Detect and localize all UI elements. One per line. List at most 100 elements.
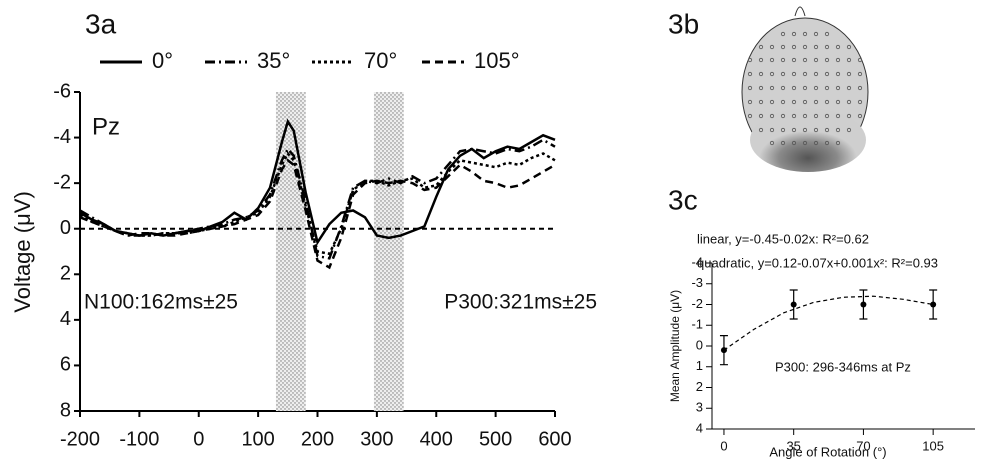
electrode <box>813 44 819 50</box>
x-tick-label: 0 <box>720 438 727 453</box>
y-tick-label: 1 <box>696 358 703 373</box>
x-tick-label: 200 <box>301 428 334 450</box>
electrode <box>857 99 863 105</box>
electrode <box>758 44 764 50</box>
electrode <box>835 127 841 133</box>
electrode <box>802 113 808 119</box>
mean-point <box>930 301 937 308</box>
electrode <box>780 85 786 91</box>
electrode <box>791 127 797 133</box>
electrode <box>857 113 863 119</box>
electrode <box>780 99 786 105</box>
electrode <box>758 99 764 105</box>
electrode <box>835 85 841 91</box>
mean-point <box>790 301 797 308</box>
electrode <box>846 127 852 133</box>
electrode <box>769 113 775 119</box>
panel-label: 3b <box>668 8 699 39</box>
electrode <box>747 71 753 77</box>
electrode <box>802 57 808 63</box>
y-tick-label: -1 <box>691 317 703 332</box>
electrode <box>824 113 830 119</box>
electrode <box>802 140 808 146</box>
electrode <box>813 127 819 133</box>
electrode <box>824 99 830 105</box>
electrode <box>813 57 819 63</box>
y-tick-label: -4 <box>53 126 71 148</box>
electrode <box>791 71 797 77</box>
electrode <box>813 85 819 91</box>
electrode <box>824 71 830 77</box>
voltage-line <box>79 158 556 270</box>
mean-point <box>860 301 867 308</box>
y-tick-label: 0 <box>696 337 703 352</box>
electrode <box>769 44 775 50</box>
electrode <box>791 31 797 37</box>
electrode <box>780 31 786 37</box>
x-tick-label: 600 <box>538 428 571 450</box>
electrode <box>846 113 852 119</box>
mean-point <box>720 347 727 354</box>
electrode <box>846 85 852 91</box>
electrode <box>813 71 819 77</box>
electrode <box>802 85 808 91</box>
annotation: quadratic, y=0.12-0.07x+0.001x²: R²=0.93 <box>697 255 938 270</box>
voltage-line <box>79 118 556 246</box>
x-tick-label: 300 <box>360 428 393 450</box>
legend-label: 70° <box>364 48 397 73</box>
y-tick-label: 4 <box>696 420 703 435</box>
y-tick-label: -4 <box>691 254 703 269</box>
electrode <box>769 85 775 91</box>
head-map: 3b <box>668 6 869 172</box>
electrode <box>802 99 808 105</box>
electrode <box>747 113 753 119</box>
x-tick-label: 100 <box>241 428 274 450</box>
electrode <box>835 71 841 77</box>
x-tick-label: 35 <box>786 438 800 453</box>
electrode <box>747 99 753 105</box>
electrode <box>780 113 786 119</box>
electrode <box>791 99 797 105</box>
electrode <box>758 71 764 77</box>
electrode <box>846 99 852 105</box>
electrode <box>791 44 797 50</box>
annotation: P300:321ms±25 <box>444 291 597 314</box>
electrode <box>835 140 841 146</box>
annotation: N100:162ms±25 <box>84 291 238 314</box>
electrode <box>835 44 841 50</box>
electrode <box>802 31 808 37</box>
x-tick-label: 500 <box>479 428 512 450</box>
y-tick-label: 0 <box>60 217 71 239</box>
electrode <box>835 57 841 63</box>
electrode <box>824 85 830 91</box>
y-tick-label: -3 <box>691 275 703 290</box>
x-tick-label: 0 <box>193 428 204 450</box>
electrode <box>769 140 775 146</box>
electrode <box>824 31 830 37</box>
annotation: Pz <box>92 113 120 140</box>
shaded-window <box>275 92 306 411</box>
electrode <box>846 57 852 63</box>
annotation: linear, y=-0.45-0.02x: R²=0.62 <box>697 231 869 246</box>
electrode <box>813 140 819 146</box>
x-tick-label: 400 <box>420 428 453 450</box>
electrode <box>758 113 764 119</box>
y-tick-label: -2 <box>53 171 71 193</box>
annotation: P300: 296-346ms at Pz <box>775 359 911 374</box>
electrode <box>813 31 819 37</box>
electrode <box>747 85 753 91</box>
y-tick-label: 2 <box>60 263 71 285</box>
electrode <box>780 44 786 50</box>
x-tick-label: 105 <box>922 438 944 453</box>
y-axis-label: Voltage (μV) <box>10 191 35 313</box>
legend-label: 0° <box>152 48 173 73</box>
legend-label: 35° <box>257 48 290 73</box>
y-tick-label: 3 <box>696 400 703 415</box>
electrode <box>769 57 775 63</box>
y-tick-label: -6 <box>53 80 71 102</box>
electrode <box>802 71 808 77</box>
electrode <box>802 127 808 133</box>
electrode <box>857 71 863 77</box>
electrode <box>791 85 797 91</box>
